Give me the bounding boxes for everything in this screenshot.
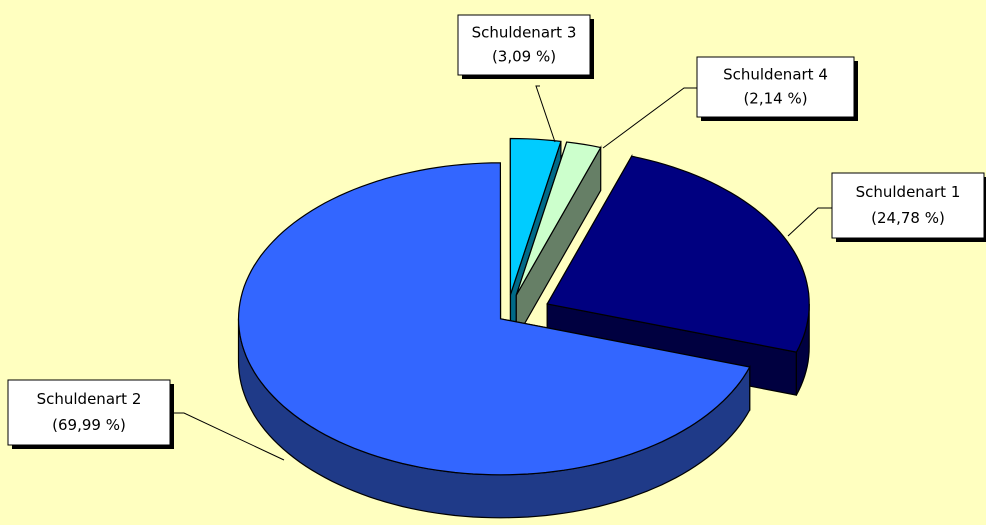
pie-slice bbox=[237, 162, 751, 476]
pie-slice bbox=[546, 155, 810, 353]
leader-line bbox=[787, 207, 832, 237]
leader-line bbox=[170, 412, 285, 461]
label-box bbox=[7, 379, 171, 446]
slice-label: Schuldenart 3 bbox=[472, 24, 577, 42]
slice-label: Schuldenart 1 bbox=[856, 183, 961, 201]
label-box bbox=[831, 172, 985, 239]
value-label: (69,99 %) bbox=[52, 416, 126, 434]
value-label: (2,14 %) bbox=[743, 90, 807, 108]
leader-line bbox=[535, 85, 556, 143]
pie-slice bbox=[515, 141, 602, 296]
label-box bbox=[457, 14, 591, 76]
value-label: (3,09 %) bbox=[492, 48, 556, 66]
leader-line bbox=[602, 87, 697, 149]
value-label: (24,78 %) bbox=[871, 209, 945, 227]
label-box bbox=[696, 56, 855, 118]
pie-slice bbox=[509, 137, 562, 295]
slice-label: Schuldenart 4 bbox=[723, 66, 828, 84]
slice-label: Schuldenart 2 bbox=[37, 390, 142, 408]
